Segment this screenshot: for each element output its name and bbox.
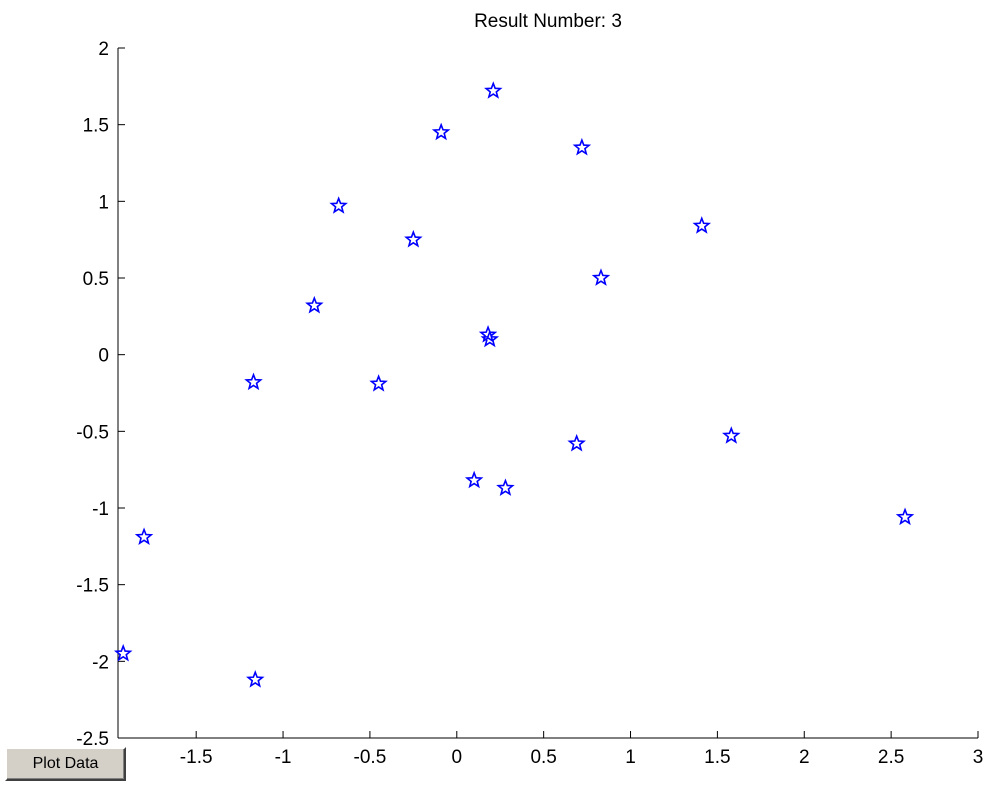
y-tick-label: -2	[92, 652, 109, 673]
x-tick-label: 1.5	[704, 747, 730, 768]
x-tick-label: 1	[625, 747, 636, 768]
axes	[117, 48, 978, 739]
x-tick-labels: -1.5 -1 -0.5 0 0.5 1 1.5 2 2.5 3	[180, 747, 983, 768]
y-tick-label: -2.5	[76, 729, 109, 750]
data-point	[245, 669, 265, 688]
data-point	[431, 122, 451, 141]
data-point	[134, 527, 154, 546]
data-point	[591, 268, 611, 286]
x-tick-label: -1	[275, 747, 292, 768]
data-point	[329, 196, 348, 214]
data-point	[113, 643, 133, 662]
x-tick-label: 0	[451, 747, 462, 768]
x-tick-label: -1.5	[180, 747, 213, 768]
data-point	[464, 470, 484, 489]
x-tick-label: 2.5	[878, 747, 904, 768]
data-points	[113, 81, 915, 688]
x-tick-label: 2	[799, 747, 810, 768]
data-point	[244, 372, 263, 391]
data-point	[484, 81, 503, 99]
chart-title: Result Number: 3	[474, 11, 622, 32]
y-tick-label: 2	[98, 39, 109, 60]
y-tick-label: -1.5	[76, 576, 109, 597]
data-point	[480, 329, 500, 348]
data-point	[369, 374, 388, 392]
data-point	[305, 295, 324, 314]
x-tick-label: 0.5	[530, 747, 556, 768]
y-tick-label: 0.5	[83, 269, 109, 290]
data-point	[404, 229, 423, 248]
data-point	[496, 478, 515, 496]
y-tick-label: -1	[92, 499, 109, 520]
x-tick-label: -0.5	[354, 747, 387, 768]
data-point	[722, 426, 741, 444]
tick-marks	[118, 47, 979, 739]
data-point	[572, 137, 592, 156]
plot-data-button[interactable]: Plot Data	[5, 747, 126, 781]
y-tick-label: -0.5	[76, 422, 109, 443]
x-tick-label: 3	[973, 747, 984, 768]
y-tick-label: 1	[98, 192, 109, 213]
data-point	[567, 433, 586, 452]
y-tick-label: 0	[98, 346, 109, 367]
y-tick-label: 1.5	[83, 116, 109, 137]
data-point	[478, 324, 498, 343]
y-tick-labels: 2 1.5 1 0.5 0 -0.5 -1 -1.5 -2 -2.5	[76, 39, 109, 750]
data-point	[895, 507, 915, 526]
data-point	[692, 216, 712, 234]
